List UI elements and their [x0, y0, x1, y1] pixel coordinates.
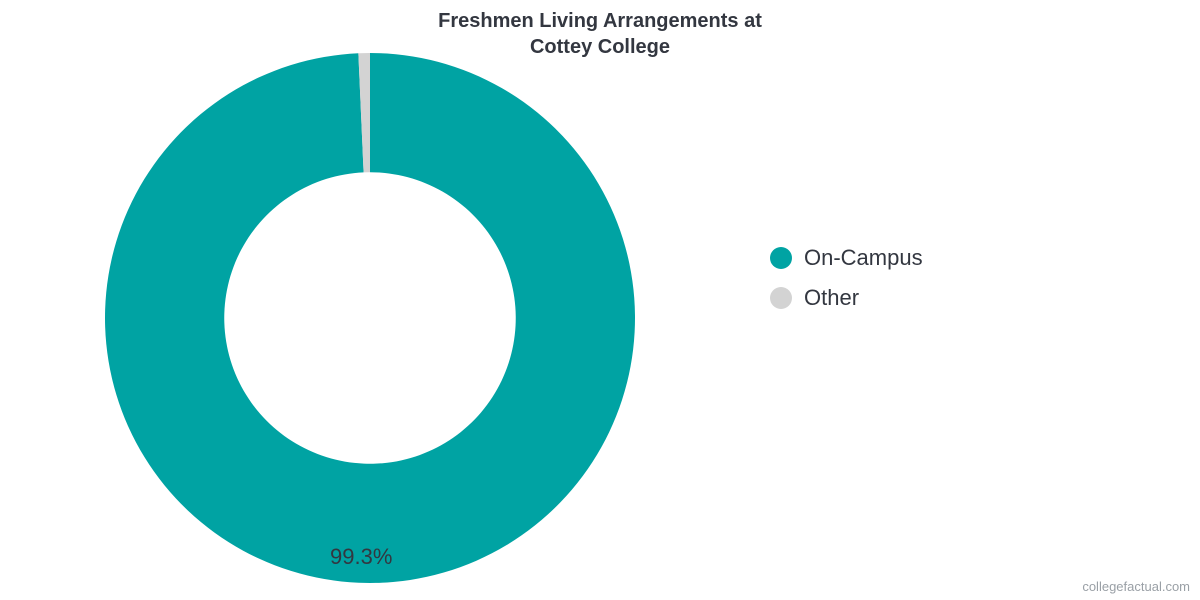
- legend-item-1: Other: [770, 285, 923, 311]
- legend-swatch-1: [770, 287, 792, 309]
- donut-svg: [100, 48, 640, 588]
- donut-chart: [100, 48, 640, 588]
- legend: On-Campus Other: [770, 245, 923, 325]
- legend-item-0: On-Campus: [770, 245, 923, 271]
- chart-container: Freshmen Living Arrangements at Cottey C…: [0, 0, 1200, 600]
- donut-slice-0: [105, 53, 635, 583]
- legend-label-1: Other: [804, 285, 859, 311]
- watermark-text: collegefactual.com: [1082, 579, 1190, 594]
- chart-title-line1: Freshmen Living Arrangements at: [438, 10, 762, 32]
- percent-label: 99.3%: [330, 544, 392, 570]
- legend-label-0: On-Campus: [804, 245, 923, 271]
- legend-swatch-0: [770, 247, 792, 269]
